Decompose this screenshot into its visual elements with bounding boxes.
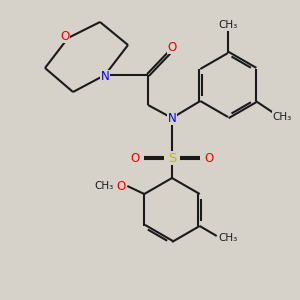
Text: O: O bbox=[204, 152, 214, 164]
Text: N: N bbox=[100, 70, 109, 83]
Text: O: O bbox=[117, 179, 126, 193]
Text: CH₃: CH₃ bbox=[95, 181, 114, 191]
Text: CH₃: CH₃ bbox=[218, 233, 237, 243]
Text: N: N bbox=[168, 112, 176, 124]
Text: S: S bbox=[168, 152, 176, 164]
Text: O: O bbox=[130, 152, 140, 164]
Text: CH₃: CH₃ bbox=[272, 112, 291, 122]
Text: CH₃: CH₃ bbox=[218, 20, 238, 30]
Text: O: O bbox=[167, 40, 177, 53]
Text: O: O bbox=[60, 29, 70, 43]
